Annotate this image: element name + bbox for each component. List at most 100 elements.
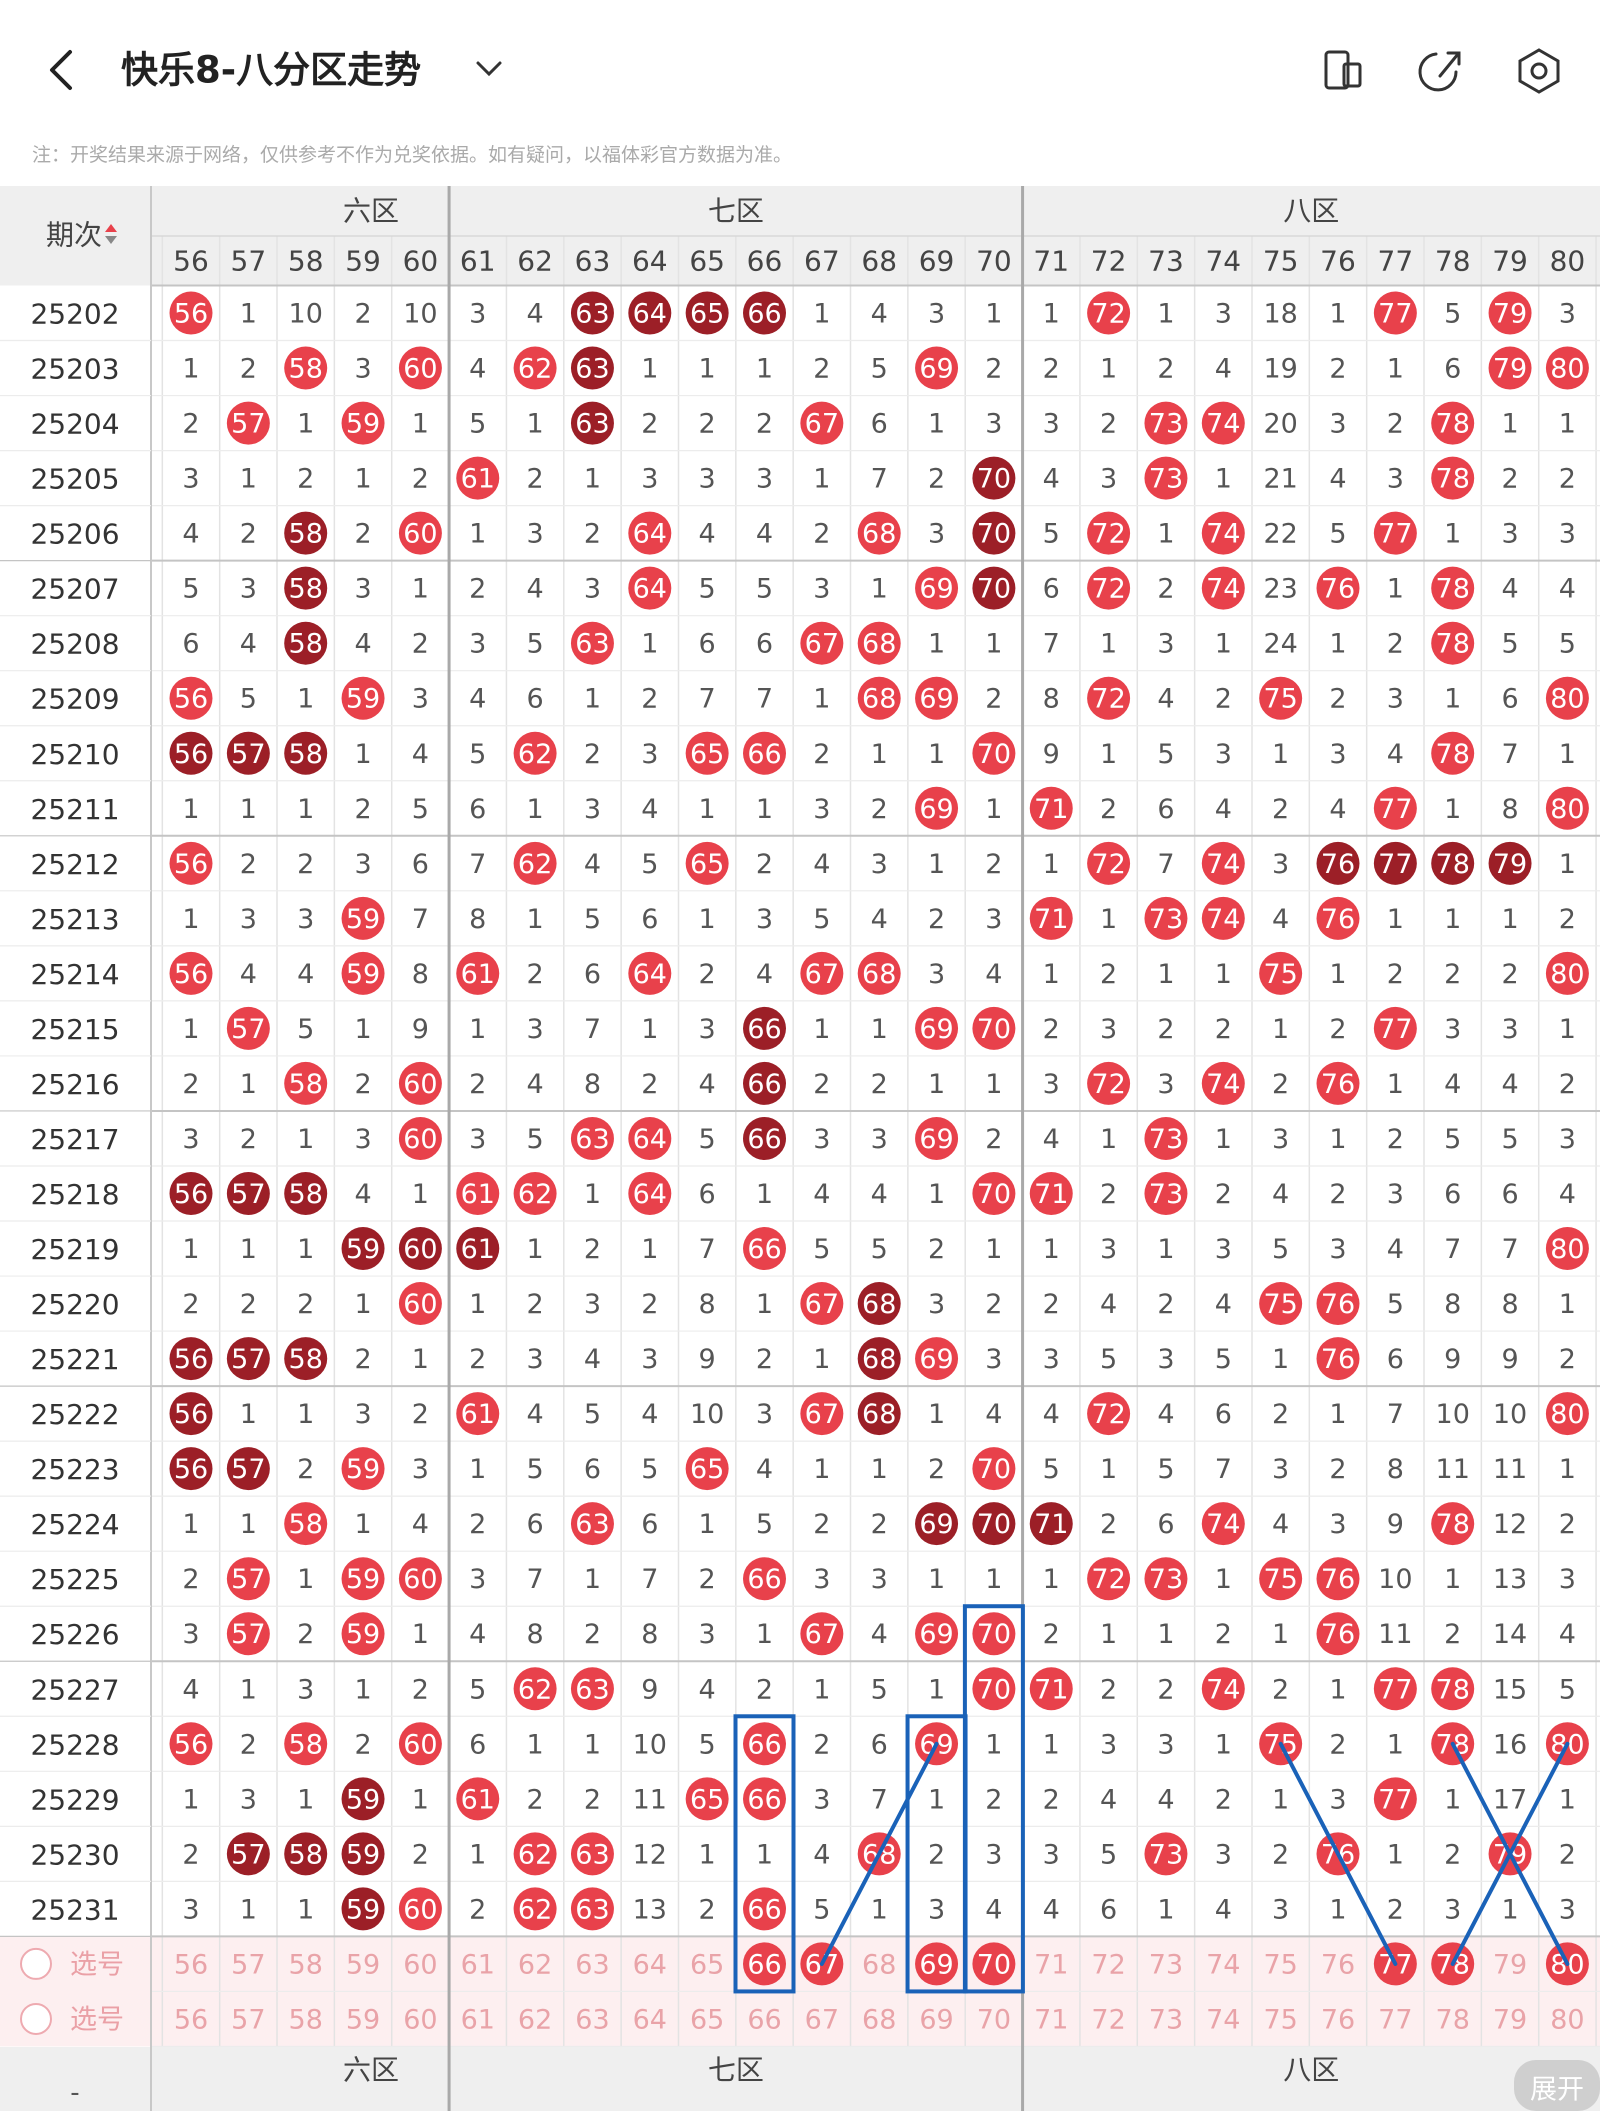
miss-count: 3 [1501, 519, 1518, 550]
miss-count: 2 [1387, 629, 1404, 660]
miss-count: 3 [813, 1124, 830, 1155]
select-radio[interactable] [20, 1947, 52, 1980]
miss-count: 1 [412, 574, 429, 605]
miss-count: 1 [1215, 1729, 1232, 1760]
ball-number: 76 [1321, 1344, 1355, 1375]
number-ball [341, 1557, 385, 1601]
ball-number: 80 [1550, 794, 1584, 825]
miss-count: 19 [1263, 354, 1297, 385]
number-ball [800, 951, 844, 995]
select-radio[interactable] [20, 2002, 52, 2035]
miss-count: 5 [871, 354, 888, 385]
miss-count: 2 [297, 849, 314, 880]
ball-number: 60 [403, 354, 437, 385]
miss-count: 1 [1501, 1894, 1518, 1925]
miss-count: 1 [1329, 1399, 1346, 1430]
miss-count: 72 [1091, 2004, 1125, 2035]
ball-number: 56 [174, 959, 208, 990]
number-ball [284, 346, 328, 390]
miss-count: 2 [1272, 794, 1289, 825]
miss-count: 5 [1157, 1454, 1174, 1485]
miss-count: 12 [633, 1839, 667, 1870]
sort-down[interactable] [105, 236, 117, 244]
miss-count: 1 [699, 354, 716, 385]
number-ball [1431, 1502, 1475, 1546]
number-ball [226, 1447, 270, 1491]
miss-count: 3 [985, 409, 1002, 440]
miss-count: 2 [469, 1069, 486, 1100]
miss-count: 1 [1043, 849, 1060, 880]
miss-count: 4 [1157, 1399, 1174, 1430]
miss-count: 2 [527, 464, 544, 495]
number-ball [570, 1832, 614, 1876]
ball-number: 63 [575, 629, 609, 660]
device-icon[interactable] [1324, 50, 1362, 90]
miss-count: 2 [412, 1399, 429, 1430]
miss-count: 3 [928, 299, 945, 330]
share-icon[interactable] [1418, 51, 1461, 92]
miss-count: 1 [240, 1399, 257, 1430]
title-dropdown[interactable] [476, 61, 502, 77]
number-ball [284, 511, 328, 555]
number-ball [398, 1282, 442, 1326]
period: 25209 [30, 683, 119, 716]
number-ball [169, 1337, 213, 1381]
miss-count: 1 [985, 299, 1002, 330]
ball-number: 71 [1034, 1674, 1068, 1705]
miss-count: 4 [871, 904, 888, 935]
miss-count: 5 [1501, 1124, 1518, 1155]
miss-count: 2 [641, 1069, 658, 1100]
back-button[interactable] [50, 50, 72, 90]
zone-label: 七区 [708, 2054, 764, 2087]
miss-count: 20 [1263, 409, 1297, 440]
ball-number: 69 [919, 794, 953, 825]
ball-number: 72 [1091, 1564, 1125, 1595]
miss-count: 1 [1157, 1894, 1174, 1925]
miss-count: 1 [182, 904, 199, 935]
miss-count: 3 [182, 464, 199, 495]
ball-number: 76 [1321, 904, 1355, 935]
number-ball [1087, 676, 1131, 720]
miss-count: 71 [1034, 2004, 1068, 2035]
ball-number: 74 [1206, 519, 1240, 550]
number-ball [1488, 346, 1532, 390]
period: 25206 [30, 518, 119, 551]
number-ball [800, 1612, 844, 1656]
miss-count: 12 [1493, 1509, 1527, 1540]
settings-icon[interactable] [1518, 48, 1560, 94]
expand-button-bg[interactable] [1514, 2060, 1600, 2111]
miss-count: 1 [813, 1344, 830, 1375]
number-ball [1259, 676, 1303, 720]
miss-count: 1 [1043, 1729, 1060, 1760]
miss-count: 5 [1100, 1839, 1117, 1870]
column-header: 65 [689, 245, 725, 278]
miss-count: 2 [1387, 1124, 1404, 1155]
miss-count: 8 [1387, 1454, 1404, 1485]
ball-number: 59 [346, 1619, 380, 1650]
column-header: 63 [575, 245, 611, 278]
miss-count: 3 [1444, 1894, 1461, 1925]
ball-number: 69 [919, 1619, 953, 1650]
miss-count: 3 [813, 574, 830, 605]
miss-count: 5 [813, 904, 830, 935]
ball-number: 57 [231, 1564, 265, 1595]
miss-count: 63 [575, 2004, 609, 2035]
zone-label: 八区 [1283, 2054, 1339, 2087]
expand-button[interactable]: 展开 [1530, 2075, 1584, 2106]
miss-count: 2 [871, 1069, 888, 1100]
miss-count: 1 [1215, 1564, 1232, 1595]
miss-count: 68 [862, 2004, 896, 2035]
miss-count: 1 [1387, 1069, 1404, 1100]
sort-up[interactable] [105, 224, 117, 232]
miss-count: 2 [1043, 1619, 1060, 1650]
ball-number: 57 [231, 1454, 265, 1485]
number-ball [1316, 1557, 1360, 1601]
miss-count: 1 [1100, 904, 1117, 935]
number-ball [456, 1777, 500, 1821]
miss-count: 2 [641, 1289, 658, 1320]
number-ball [800, 1392, 844, 1436]
miss-count: 4 [871, 1619, 888, 1650]
miss-count: 1 [813, 1014, 830, 1045]
miss-count: 2 [813, 1509, 830, 1540]
